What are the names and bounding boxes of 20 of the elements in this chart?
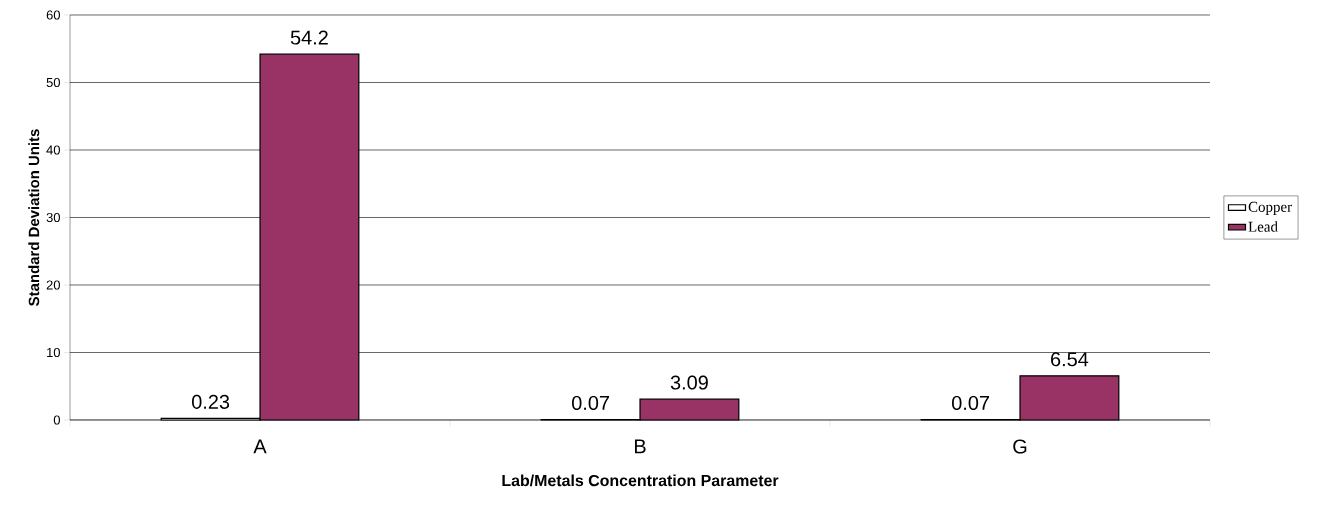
data-label: 6.54: [1051, 352, 1089, 367]
y-axis-title: Standard Deviation Units: [28, 129, 40, 306]
x-axis-title: Lab/Metals Concentration Parameter: [502, 474, 779, 487]
x-tick-label: A: [253, 439, 267, 454]
x-tick-label: B: [635, 439, 646, 454]
y-tick-label: 30: [46, 212, 60, 223]
data-label: 0.07: [572, 395, 609, 410]
legend-label: Lead: [1248, 221, 1278, 232]
y-tick-label: 0: [53, 415, 60, 425]
data-label: 3.09: [670, 375, 708, 390]
x-tick-label: G: [1013, 439, 1027, 454]
data-label: 54.2: [290, 30, 328, 45]
legend-label: Copper: [1248, 201, 1292, 215]
data-label: 0.07: [952, 395, 989, 410]
y-tick-label: 10: [47, 347, 60, 358]
y-tick-label: 20: [46, 280, 60, 290]
y-tick-label: 40: [46, 145, 60, 155]
y-tick-label: 50: [46, 77, 60, 88]
data-label: 0.23: [192, 394, 230, 409]
y-tick-label: 60: [46, 10, 60, 20]
